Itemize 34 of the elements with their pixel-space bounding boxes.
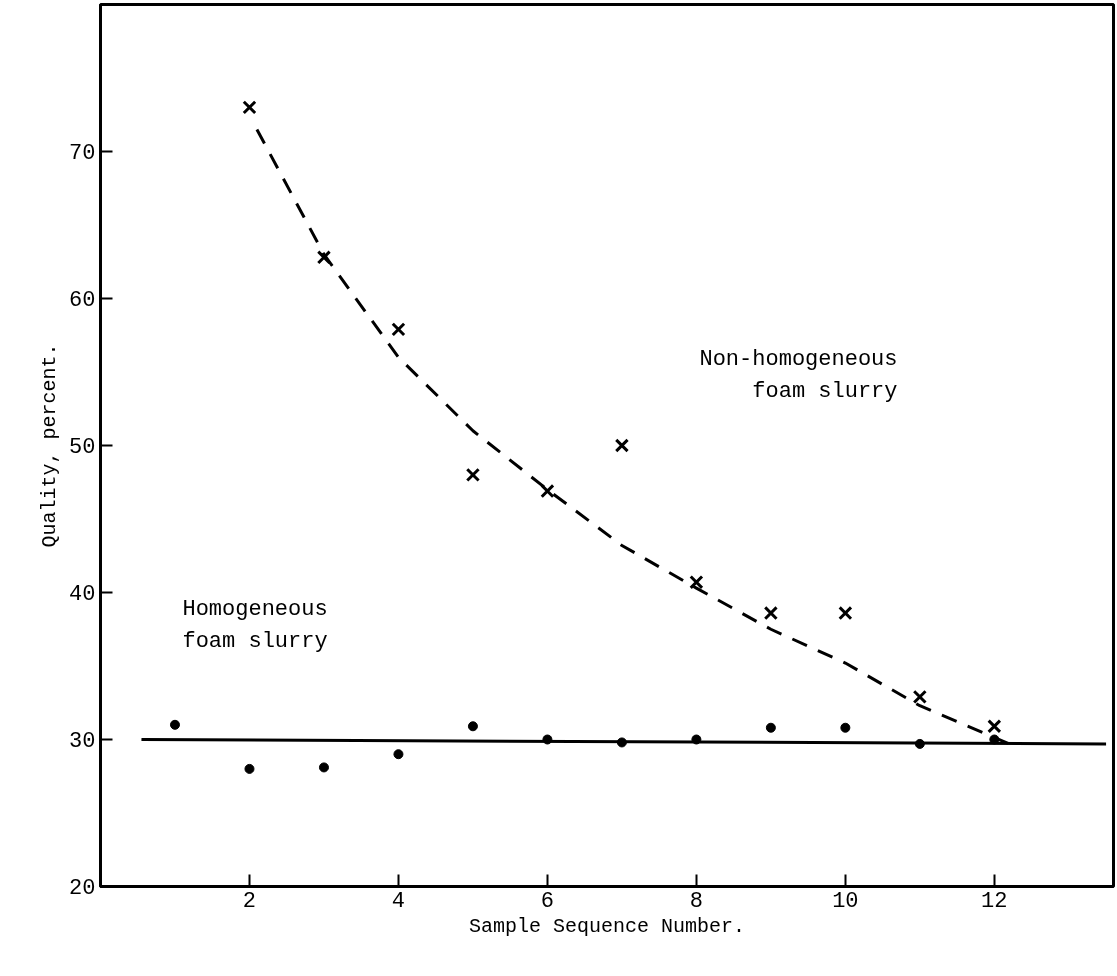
point <box>316 250 332 265</box>
y-tick-label: 60 <box>69 288 96 313</box>
y-tick-label: 70 <box>69 141 96 166</box>
annotation: Non-homogeneous foam slurry <box>699 347 898 405</box>
x-tick-label: 4 <box>391 888 406 914</box>
x-tick-label: 6 <box>540 888 555 914</box>
point <box>169 719 180 730</box>
y-axis-title: Quality, percent. <box>38 343 62 548</box>
x-axis-title: Sample Sequence Number. <box>468 914 746 938</box>
point <box>467 721 478 732</box>
point <box>912 689 927 705</box>
point <box>614 438 630 453</box>
y-tick-label: 40 <box>69 582 96 607</box>
point <box>391 322 406 337</box>
point <box>540 483 555 499</box>
point <box>689 575 704 590</box>
x-tick-label: 10 <box>832 888 859 914</box>
y-tick-label: 30 <box>69 729 96 754</box>
annotation: Homogeneous foam slurry <box>182 596 328 655</box>
point <box>763 605 779 621</box>
y-tick-label: 50 <box>69 435 96 460</box>
y-tick-label: 20 <box>69 876 96 901</box>
x-tick-label: 8 <box>689 888 703 914</box>
point <box>765 722 776 733</box>
point <box>242 100 257 115</box>
point <box>840 722 851 733</box>
x-tick-label: 2 <box>242 888 257 914</box>
point <box>393 749 404 760</box>
point <box>465 467 481 483</box>
point <box>244 763 255 774</box>
x-tick-label: 12 <box>981 888 1008 914</box>
point <box>318 762 329 773</box>
point <box>838 605 853 621</box>
point <box>987 719 1002 734</box>
